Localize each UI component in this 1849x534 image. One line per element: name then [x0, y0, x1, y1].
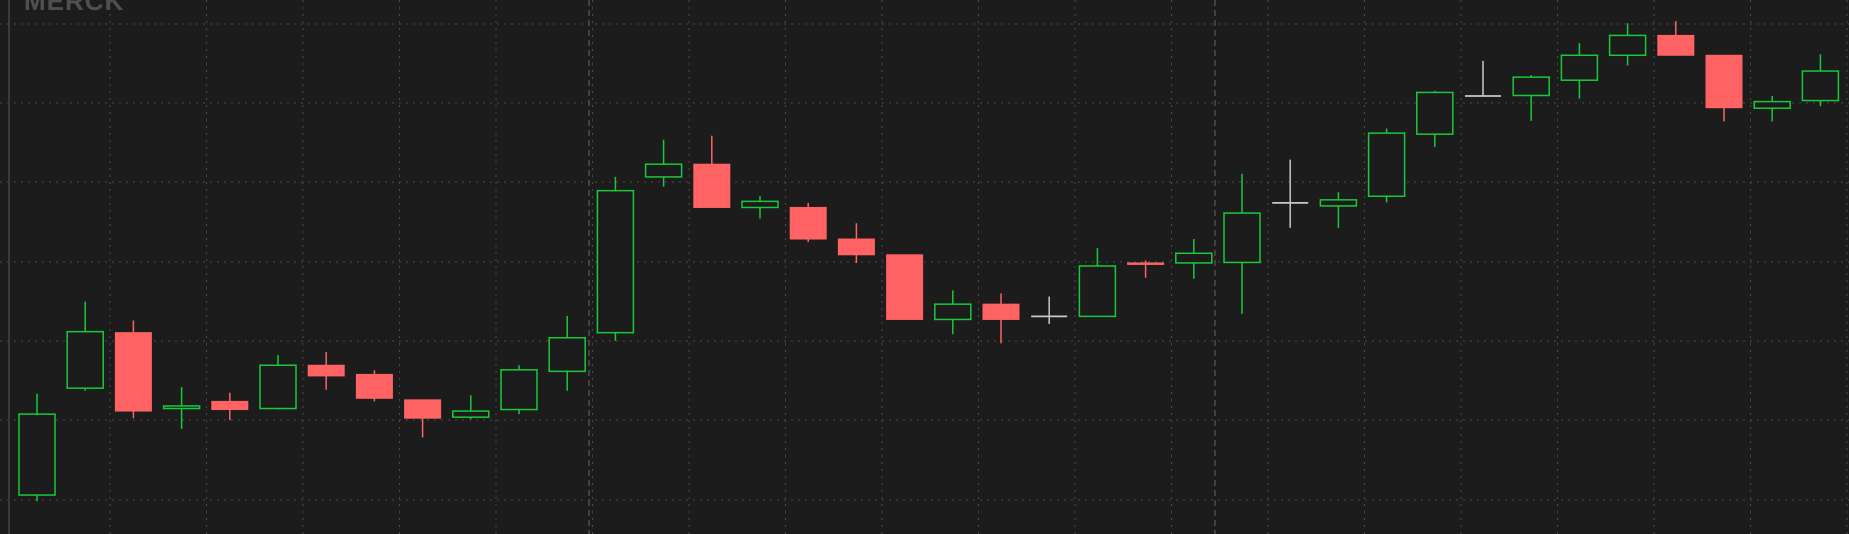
candle-body-up: [452, 410, 490, 418]
candle: [789, 202, 827, 243]
candle-body-up: [1512, 76, 1550, 97]
candle-body-up: [596, 189, 635, 334]
candle-body-down: [114, 332, 152, 412]
candle: [1416, 90, 1454, 147]
candle-body-up: [548, 337, 586, 373]
candle-body-up: [934, 303, 972, 321]
candle: [162, 387, 201, 429]
candle: [1608, 23, 1647, 66]
candle-body-down: [404, 399, 442, 419]
candle: [1705, 54, 1743, 122]
candle-body-up: [1801, 70, 1840, 102]
candle-body-up: [1367, 132, 1406, 198]
candle: [1801, 54, 1840, 107]
candle-body-up: [1560, 54, 1599, 81]
candle: [1175, 239, 1213, 279]
candle: [66, 301, 104, 391]
candle: [1560, 43, 1599, 99]
candle-body-up: [66, 330, 104, 389]
candle: [259, 355, 297, 410]
candle-body-up: [1753, 100, 1791, 109]
candle: [355, 370, 393, 402]
candle: [934, 290, 972, 335]
candle-body-up: [1319, 199, 1358, 207]
candle-body-down: [837, 238, 875, 256]
candle: [1512, 75, 1550, 121]
candle: [1223, 173, 1261, 314]
candle-body-down: [1705, 54, 1743, 109]
candle: [500, 365, 538, 415]
candle-body-down: [211, 400, 249, 411]
candle-body-up: [18, 413, 56, 496]
candle: [837, 223, 875, 263]
candle: [1753, 95, 1791, 122]
candle: [596, 176, 635, 341]
merck-logo: MERCK: [24, 0, 125, 16]
candle: [307, 352, 345, 390]
candle: [548, 315, 586, 391]
candle: [404, 399, 442, 438]
candle-body-up: [644, 163, 683, 178]
candle: [886, 254, 924, 320]
candle: [1127, 260, 1165, 278]
candle: [18, 393, 56, 502]
candle-body-up: [259, 364, 297, 410]
candle: [982, 293, 1020, 344]
candle: [644, 139, 683, 187]
candle: [452, 395, 490, 420]
candle-body-down: [886, 254, 924, 320]
candle-body-up: [162, 405, 201, 410]
candle: [114, 320, 152, 419]
candle-body-down: [1657, 34, 1695, 56]
candle: [1657, 21, 1695, 56]
candle-body-up: [1223, 212, 1261, 264]
candle-body-down: [982, 303, 1020, 320]
candle-body-down: [355, 373, 393, 399]
candle: [211, 392, 249, 421]
candle: [1465, 60, 1501, 97]
candle: [1367, 128, 1406, 203]
candle-layer: [18, 21, 1840, 502]
candle-body-down: [789, 206, 827, 240]
candle: [1319, 192, 1358, 228]
candle-body-down: [1127, 262, 1165, 265]
candle: [1031, 296, 1068, 325]
candle-body-down: [307, 364, 345, 377]
candle-body-up: [1078, 265, 1117, 318]
candle-body-down: [693, 163, 731, 208]
candle-body-up: [1175, 252, 1213, 264]
candle-body-up: [741, 200, 779, 209]
candle: [693, 135, 731, 208]
candle: [1272, 159, 1309, 228]
candle-body-up: [1416, 91, 1454, 135]
candle: [741, 196, 779, 219]
candle: [1078, 248, 1117, 318]
candle-body-up: [1608, 34, 1647, 57]
candle-body-up: [500, 369, 538, 411]
